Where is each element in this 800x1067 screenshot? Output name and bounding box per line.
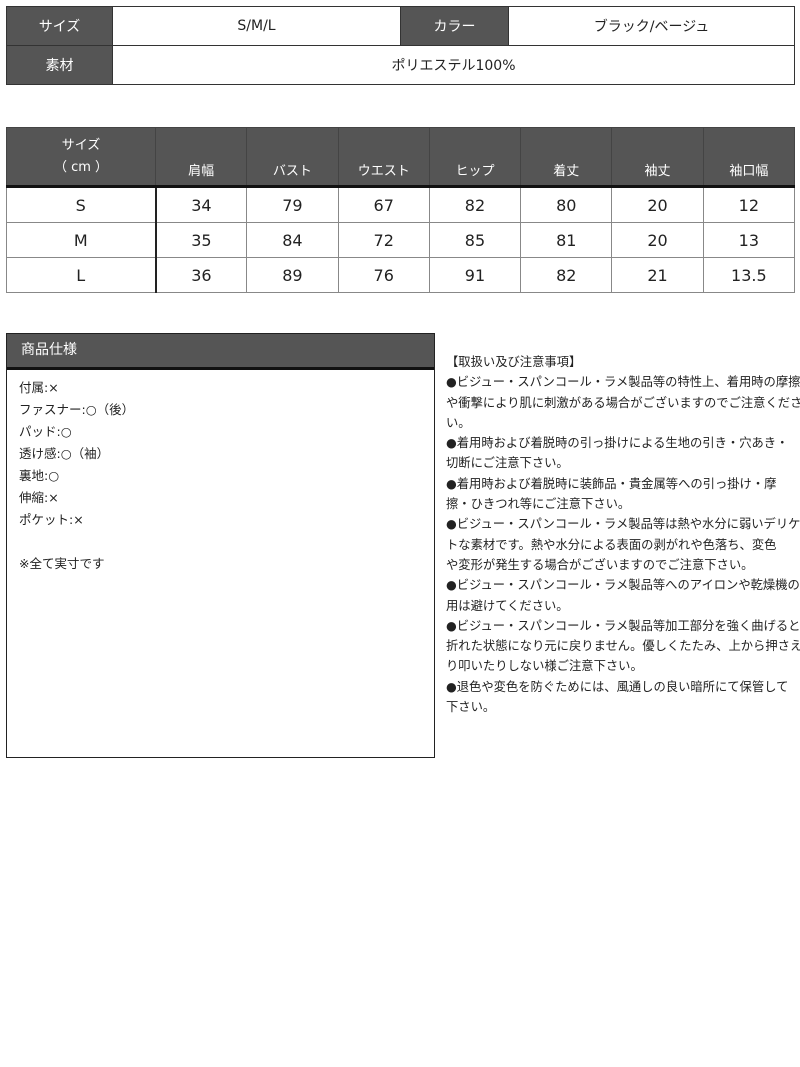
measurement-cell: 91 — [428, 257, 522, 293]
measurement-cell: 20 — [611, 186, 704, 223]
info-row: サイズ S/M/L カラー ブラック/ベージュ — [6, 6, 795, 46]
care-note-line: 折れた状態になり元に戻りません。優しくたたみ、上から押さえた — [446, 639, 800, 654]
care-note-line: 用は避けてください。 — [446, 598, 569, 613]
measurement-cell: 89 — [246, 257, 339, 293]
spec-item: パッド:○ — [19, 424, 72, 439]
measurement-cell: 79 — [246, 186, 339, 223]
column-header: バスト — [246, 127, 339, 188]
column-header: ヒップ — [428, 127, 522, 188]
measurement-cell: 12 — [702, 186, 796, 223]
measurement-cell: 20 — [611, 222, 704, 258]
size-row: M 35 84 72 85 81 20 13 — [6, 222, 796, 258]
care-note-line: ●ビジュー・スパンコール・ラメ製品等は熱や水分に弱いデリケー — [446, 517, 800, 532]
material-value: ポリエステル100% — [112, 45, 795, 85]
care-notes-title: 【取扱い及び注意事項】 — [446, 355, 582, 369]
care-note-line: ●ビジュー・スパンコール・ラメ製品等加工部分を強く曲げると — [446, 618, 800, 633]
care-note-line: ●ビジュー・スパンコール・ラメ製品等の特性上、着用時の摩擦 — [446, 375, 800, 390]
care-note-line: や変形が発生する場合がございますのでご注意下さい。 — [446, 557, 754, 572]
spec-item: ポケット:× — [19, 512, 84, 527]
measurement-cell: 35 — [154, 222, 248, 258]
column-header: 袖丈 — [611, 127, 704, 188]
care-note-line: 擦・ひきつれ等にご注意下さい。 — [446, 497, 631, 512]
info-row: 素材 ポリエステル100% — [6, 45, 795, 85]
measurement-cell: 67 — [337, 186, 430, 223]
care-note-line: ●着用時および着脱時に装飾品・貴金属等への引っ掛け・摩 — [446, 476, 777, 491]
care-note-line: 切断にご注意下さい。 — [446, 456, 569, 471]
measurement-cell: 34 — [154, 186, 248, 223]
column-header: 肩幅 — [154, 127, 248, 188]
care-notes: 【取扱い及び注意事項】 ●ビジュー・スパンコール・ラメ製品等の特性上、着用時の摩… — [446, 352, 800, 717]
spec-note: ※全て実寸です — [19, 556, 105, 571]
column-header: ウエスト — [337, 127, 430, 188]
care-note-line: や衝撃により肌に刺激がある場合がございますのでご注意くださ — [446, 395, 800, 410]
care-note-line: ●退色や変色を防ぐためには、風通しの良い暗所にて保管して — [446, 679, 789, 694]
size-chart-header: サイズ （ cm ） 肩幅 バスト ウエスト ヒップ 着丈 袖丈 袖口幅 — [6, 127, 796, 188]
spec-item: ファスナー:○（後） — [19, 402, 135, 417]
measurement-cell: 81 — [520, 222, 613, 258]
material-label: 素材 — [6, 45, 113, 85]
color-label: カラー — [400, 6, 509, 46]
measurement-cell: 82 — [428, 186, 522, 223]
size-cell: S — [6, 186, 157, 223]
size-value: S/M/L — [112, 6, 401, 46]
measurement-cell: 80 — [520, 186, 613, 223]
size-cell: L — [6, 257, 157, 293]
care-note-line: 下さい。 — [446, 700, 496, 715]
size-cell: M — [6, 222, 157, 258]
size-header: サイズ （ cm ） — [6, 127, 156, 188]
measurement-cell: 36 — [154, 257, 248, 293]
size-header-unit: （ cm ） — [53, 159, 109, 175]
spec-item: 伸縮:× — [19, 490, 59, 505]
care-note-line: い。 — [446, 415, 471, 430]
care-note-line: トな素材です。熱や水分による表面の剥がれや色落ち、変色 — [446, 537, 777, 552]
measurement-cell: 13 — [702, 222, 796, 258]
size-label: サイズ — [6, 6, 113, 46]
spec-item: 裏地:○ — [19, 468, 60, 483]
size-chart-table: サイズ （ cm ） 肩幅 バスト ウエスト ヒップ 着丈 袖丈 袖口幅 S 34… — [6, 127, 796, 293]
measurement-cell: 82 — [520, 257, 613, 293]
care-note-line: ●ビジュー・スパンコール・ラメ製品等へのアイロンや乾燥機の使 — [446, 578, 800, 593]
size-row: S 34 79 67 82 80 20 12 — [6, 186, 796, 223]
column-header: 着丈 — [520, 127, 613, 188]
measurement-cell: 21 — [611, 257, 704, 293]
measurement-cell: 85 — [428, 222, 522, 258]
care-note-line: ●着用時および着脱時の引っ掛けによる生地の引き・穴あき・ — [446, 436, 789, 451]
column-header: 袖口幅 — [702, 127, 796, 188]
measurement-cell: 84 — [246, 222, 339, 258]
measurement-cell: 72 — [337, 222, 430, 258]
color-value: ブラック/ベージュ — [508, 6, 795, 46]
spec-title: 商品仕様 — [7, 334, 434, 370]
size-row: L 36 89 76 91 82 21 13.5 — [6, 257, 796, 293]
product-spec-box: 商品仕様 付属:× ファスナー:○（後） パッド:○ 透け感:○（袖） 裏地:○ 伸縮:×… — [6, 333, 435, 758]
spec-item: 付属:× — [19, 380, 59, 395]
measurement-cell: 13.5 — [702, 257, 796, 293]
spec-list: 付属:× ファスナー:○（後） パッド:○ 透け感:○（袖） 裏地:○ 伸縮:× ポケット:… — [7, 370, 434, 582]
care-note-line: り叩いたりしない様ご注意下さい。 — [446, 659, 643, 674]
measurement-cell: 76 — [337, 257, 430, 293]
spec-item: 透け感:○（袖） — [19, 446, 110, 461]
size-header-label: サイズ — [61, 137, 101, 153]
product-info-table: サイズ S/M/L カラー ブラック/ベージュ 素材 ポリエステル100% — [6, 6, 795, 85]
